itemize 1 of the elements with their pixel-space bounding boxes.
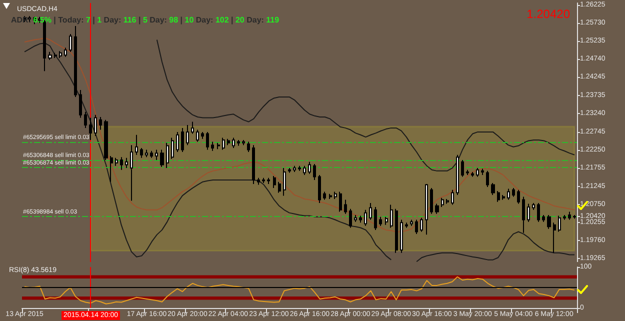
annotation: 1.20420: [526, 7, 570, 21]
